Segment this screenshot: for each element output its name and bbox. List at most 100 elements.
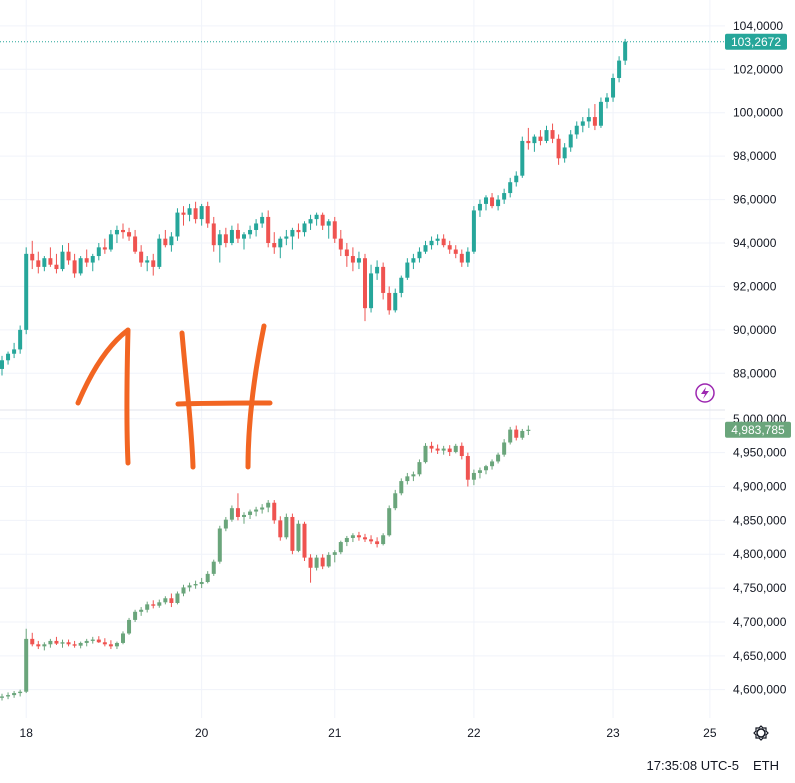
lower-candle xyxy=(484,466,488,471)
last-value-badge: 4,983,785 xyxy=(725,421,791,438)
gear-icon[interactable] xyxy=(753,725,769,741)
currency-label[interactable]: ETH xyxy=(753,758,779,773)
lower-candle xyxy=(157,602,162,606)
lower-candle xyxy=(139,609,144,612)
lower-candle xyxy=(223,519,228,529)
upper-candle xyxy=(229,229,234,243)
lower-candle xyxy=(260,507,265,510)
y-tick-label: 88,0000 xyxy=(733,366,777,380)
lower-candle xyxy=(514,429,519,438)
lower-candle xyxy=(344,537,349,543)
lower-candle xyxy=(90,639,95,641)
lower-candle xyxy=(508,429,513,443)
lower-candle xyxy=(108,644,113,647)
lower-candle xyxy=(235,508,240,517)
upper-price-axis[interactable]: 104,0000 102,0000 100,0000 98,0000 96,0000 94… xyxy=(733,19,783,380)
upper-candle xyxy=(6,353,11,361)
lower-candle xyxy=(205,573,210,582)
upper-candle xyxy=(453,249,458,254)
upper-candle xyxy=(157,238,162,267)
upper-candle xyxy=(526,140,531,144)
lower-candle xyxy=(36,644,41,647)
lower-candle xyxy=(169,598,174,603)
y-tick-label: 96,0000 xyxy=(733,193,777,207)
upper-candle xyxy=(411,258,416,263)
lower-candle xyxy=(84,640,89,643)
lower-candle xyxy=(66,642,71,645)
lower-candles xyxy=(0,425,531,701)
upper-candle xyxy=(326,221,331,226)
y-tick-label: 104,0000 xyxy=(733,19,783,33)
upper-candle xyxy=(42,258,47,267)
lower-grid xyxy=(0,418,725,691)
upper-candle xyxy=(405,262,410,278)
lower-candle xyxy=(350,535,355,538)
upper-grid xyxy=(0,0,725,718)
lower-candle xyxy=(78,642,83,646)
upper-candle xyxy=(54,264,59,270)
upper-candle xyxy=(574,125,579,135)
lower-candle xyxy=(133,611,138,620)
upper-candle xyxy=(514,175,519,183)
upper-candle xyxy=(108,234,113,250)
lower-candle xyxy=(278,520,283,538)
upper-candle xyxy=(254,223,259,230)
upper-candle xyxy=(350,256,355,263)
upper-candle xyxy=(459,253,464,263)
upper-candle xyxy=(611,77,616,98)
lower-candle xyxy=(72,644,77,646)
upper-candle xyxy=(562,147,567,159)
clock-label[interactable]: 17:35:08 UTC-5 xyxy=(646,758,740,773)
y-tick-label: 4,700,000 xyxy=(733,615,787,629)
lightning-icon[interactable] xyxy=(695,383,715,403)
lower-value-axis[interactable]: 5,000,0004,950,0004,900,0004,850,0004,80… xyxy=(733,412,787,697)
upper-candle xyxy=(96,247,101,257)
upper-candle xyxy=(296,229,301,233)
x-tick-label: 23 xyxy=(606,726,620,740)
lower-candle xyxy=(102,642,107,645)
lower-candle xyxy=(526,429,531,431)
time-axis[interactable]: 18 20 21 22 23 25 xyxy=(20,726,717,740)
status-bar: 17:35:08 UTC-5 ETH xyxy=(647,758,780,773)
upper-candle xyxy=(187,208,192,215)
y-tick-label: 4,650,000 xyxy=(733,649,787,663)
lower-candle xyxy=(211,561,216,574)
upper-candle xyxy=(169,236,174,246)
lower-candle xyxy=(187,585,192,588)
lower-candle xyxy=(181,587,186,594)
upper-candle xyxy=(235,229,240,239)
upper-candle xyxy=(332,221,337,239)
upper-candle xyxy=(272,243,277,248)
upper-candle xyxy=(435,238,440,241)
lower-candle xyxy=(405,476,410,482)
upper-candle xyxy=(320,214,325,226)
lower-candle xyxy=(296,523,301,551)
upper-candle xyxy=(447,245,452,250)
lower-candle xyxy=(30,638,35,645)
upper-candle xyxy=(30,253,35,261)
upper-candle xyxy=(484,197,488,204)
upper-candle xyxy=(0,360,4,369)
upper-candle xyxy=(617,60,622,78)
lower-candle xyxy=(320,557,325,567)
lower-candle xyxy=(441,448,446,451)
lower-candle xyxy=(423,445,428,463)
lower-candle xyxy=(490,461,495,467)
upper-candle xyxy=(417,251,422,259)
upper-candle xyxy=(90,256,95,263)
upper-candle xyxy=(78,258,83,274)
upper-candle xyxy=(465,251,470,263)
lower-candle xyxy=(163,598,168,603)
upper-candle xyxy=(441,238,446,246)
upper-candle xyxy=(248,229,253,235)
upper-candle xyxy=(278,238,283,248)
lower-candle xyxy=(477,470,482,473)
lower-candle xyxy=(193,584,198,586)
x-tick-label: 22 xyxy=(467,726,481,740)
lower-candle xyxy=(199,581,204,585)
upper-candle xyxy=(223,234,228,243)
upper-candle xyxy=(102,247,107,250)
upper-candle xyxy=(387,292,392,311)
upper-candle xyxy=(338,238,343,250)
